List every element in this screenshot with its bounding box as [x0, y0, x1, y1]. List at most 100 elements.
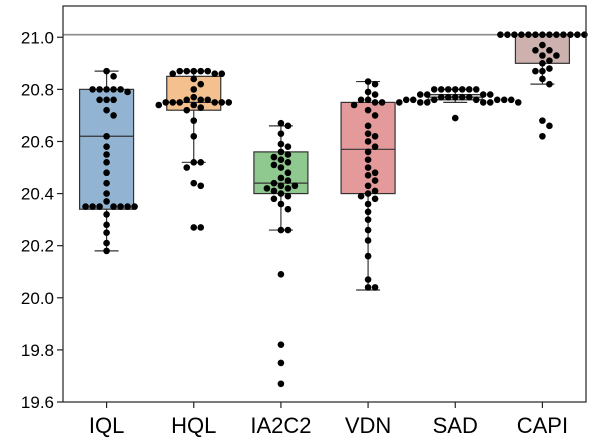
data-point-ia2c2 — [284, 205, 292, 213]
data-point-capi — [511, 31, 518, 38]
data-point-sad — [430, 96, 438, 104]
data-point-sad — [437, 86, 445, 93]
y-tick-label: 20.4 — [21, 185, 54, 204]
data-point-iql — [110, 112, 117, 119]
data-point-hql — [197, 104, 205, 111]
data-point-ia2c2 — [277, 182, 285, 190]
data-point-sad — [458, 86, 466, 93]
data-point-vdn — [371, 169, 379, 177]
x-tick-label: HQL — [171, 413, 216, 438]
data-point-capi — [553, 31, 560, 38]
axes: 19.6 19.8 20.0 20.2 20.4 20.6 20.8 21.0 IQL HQL IA… — [21, 28, 568, 438]
box-vdn — [340, 101, 396, 195]
data-point-ia2c2 — [277, 164, 285, 171]
data-point-sad — [409, 96, 417, 104]
data-point-iql — [103, 221, 110, 229]
data-point-iql — [103, 179, 110, 187]
data-point-capi — [539, 75, 546, 83]
data-point-capi — [574, 31, 581, 38]
data-point-iql — [103, 67, 110, 75]
data-point-vdn — [364, 138, 372, 145]
data-point-capi — [539, 67, 546, 75]
data-point-vdn — [371, 112, 379, 119]
data-point-capi — [497, 31, 504, 38]
data-point-iql — [96, 86, 103, 93]
box-capi — [514, 34, 571, 64]
y-tick-label: 19.6 — [21, 393, 54, 412]
data-point-capi — [546, 57, 553, 65]
data-point-vdn — [364, 96, 372, 104]
data-point-vdn — [364, 190, 372, 197]
data-point-hql — [183, 67, 191, 75]
data-point-vdn — [371, 187, 379, 195]
data-point-capi — [567, 31, 574, 38]
data-point-hql — [190, 117, 198, 124]
data-point-iql — [103, 151, 110, 158]
data-point-iql — [124, 88, 131, 96]
data-point-capi — [546, 46, 553, 54]
data-point-ia2c2 — [277, 140, 285, 148]
data-point-ia2c2 — [277, 148, 285, 156]
data-point-iql — [82, 203, 89, 210]
data-point-ia2c2 — [277, 271, 285, 278]
data-point-iql — [110, 73, 117, 80]
data-point-hql — [176, 67, 184, 75]
data-point-capi — [539, 60, 546, 67]
data-point-hql — [197, 224, 205, 231]
data-point-ia2c2 — [277, 130, 285, 137]
data-point-sad — [423, 91, 431, 98]
data-point-hql — [197, 67, 205, 75]
data-point-vdn — [357, 192, 365, 200]
data-point-capi — [581, 31, 588, 38]
data-point-ia2c2 — [284, 226, 292, 234]
data-point-vdn — [364, 130, 372, 137]
data-point-sad — [444, 86, 452, 93]
data-point-vdn — [364, 237, 372, 244]
data-point-hql — [190, 179, 198, 187]
data-point-hql — [197, 182, 205, 190]
data-point-hql — [197, 96, 205, 104]
data-point-capi — [518, 31, 525, 38]
data-point-capi — [546, 122, 553, 130]
data-point-iql — [110, 203, 117, 210]
data-point-iql — [117, 203, 124, 210]
data-point-capi — [539, 132, 546, 140]
data-point-sad — [479, 91, 487, 98]
data-point-capi — [546, 65, 553, 72]
data-point-ia2c2 — [270, 187, 278, 195]
data-point-hql — [183, 164, 191, 171]
data-point-iql — [103, 169, 110, 177]
data-point-sad — [472, 86, 480, 93]
data-point-sad — [430, 86, 438, 93]
data-point-sad — [444, 93, 452, 101]
data-point-iql — [131, 203, 138, 210]
data-point-capi — [532, 31, 539, 38]
data-point-sad — [472, 96, 480, 104]
data-point-sad — [437, 93, 445, 101]
data-point-hql — [190, 224, 198, 231]
data-point-ia2c2 — [284, 185, 292, 192]
data-point-iql — [124, 203, 131, 210]
data-point-ia2c2 — [291, 182, 299, 190]
data-point-vdn — [364, 200, 372, 208]
data-point-capi — [546, 80, 553, 88]
data-point-vdn — [371, 195, 379, 203]
data-point-capi — [525, 31, 532, 38]
y-tick-label: 21.0 — [21, 28, 54, 47]
data-point-iql — [110, 96, 117, 104]
data-point-iql — [103, 106, 110, 114]
data-point-ia2c2 — [277, 200, 285, 208]
y-tick-label: 20.2 — [21, 237, 54, 256]
data-point-hql — [162, 99, 170, 106]
data-point-sad — [451, 114, 459, 122]
y-tick-label: 19.8 — [21, 341, 54, 360]
data-point-iql — [103, 86, 110, 93]
data-point-capi — [532, 46, 539, 54]
data-point-sad — [423, 99, 431, 106]
x-tick-label: VDN — [345, 413, 391, 438]
data-point-sad — [465, 86, 473, 93]
data-point-ia2c2 — [277, 119, 285, 127]
data-point-capi — [539, 117, 546, 124]
data-point-vdn — [364, 284, 372, 291]
data-point-vdn — [364, 164, 372, 171]
